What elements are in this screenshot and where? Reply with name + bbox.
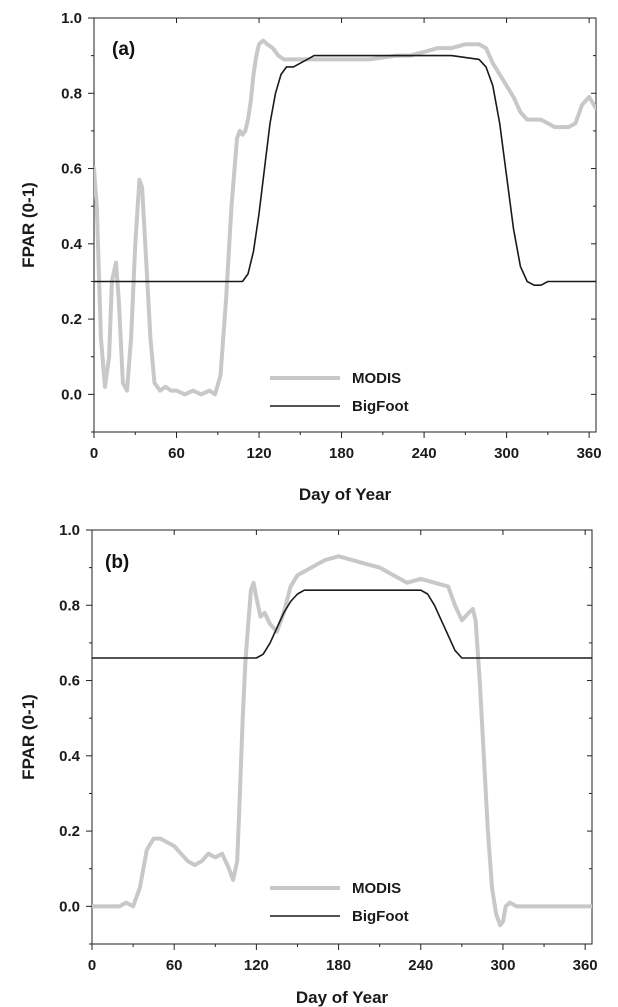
y-tick-label: 0.8 (59, 597, 80, 614)
x-tick-label: 0 (88, 957, 96, 974)
y-tick-label: 0.6 (59, 673, 80, 690)
panel-b: 0 60 120 180 240 300 360 0.0 0.2 0.4 0.6 0.8 1.0 Day … (19, 522, 598, 1007)
series-bigfoot-line (92, 589, 592, 659)
x-tick-label: 180 (326, 957, 351, 974)
plot-frame (91, 529, 593, 945)
y-tick-label: 0.0 (59, 898, 80, 915)
legend-label-modis: MODIS (352, 880, 401, 897)
x-tick-label: 60 (168, 445, 185, 462)
x-axis-title: Day of Year (296, 988, 389, 1007)
y-tick-label: 0.4 (59, 748, 81, 765)
y-axis-title: FPAR (0-1) (19, 694, 38, 780)
x-tick-label: 120 (244, 957, 269, 974)
x-tick-label: 0 (90, 445, 98, 462)
x-axis-title: Day of Year (299, 485, 392, 504)
x-tick-label: 300 (494, 445, 519, 462)
series-bigfoot-line (94, 54, 596, 287)
legend-label-bigfoot: BigFoot (352, 398, 409, 415)
y-tick-label: 0.2 (59, 823, 80, 840)
x-tick-label: 240 (408, 957, 433, 974)
y-tick-label: 0.8 (61, 85, 82, 102)
x-tick-label: 300 (490, 957, 515, 974)
y-tick-label: 1.0 (59, 522, 80, 539)
panel-label: (a) (112, 39, 135, 60)
y-tick-label: 0.4 (61, 236, 83, 253)
x-tick-label: 120 (247, 445, 272, 462)
legend-label-modis: MODIS (352, 370, 401, 387)
x-tick-label: 360 (577, 445, 602, 462)
y-tick-label: 0.2 (61, 311, 82, 328)
panel-label: (b) (105, 552, 129, 573)
panel-a: 0 60 120 180 240 300 360 0.0 0.2 0.4 0.6 0.8 1.0 Day … (19, 10, 602, 504)
x-tick-label: 360 (573, 957, 598, 974)
legend-label-bigfoot: BigFoot (352, 908, 409, 925)
y-tick-label: 0.0 (61, 386, 82, 403)
plot-frame (93, 17, 597, 433)
series-modis-line (92, 554, 592, 928)
series-modis-line (94, 38, 596, 397)
x-tick-label: 240 (412, 445, 437, 462)
y-tick-label: 1.0 (61, 10, 82, 27)
y-axis-title: FPAR (0-1) (19, 182, 38, 268)
x-tick-label: 60 (166, 957, 183, 974)
y-tick-label: 0.6 (61, 161, 82, 178)
x-tick-label: 180 (329, 445, 354, 462)
